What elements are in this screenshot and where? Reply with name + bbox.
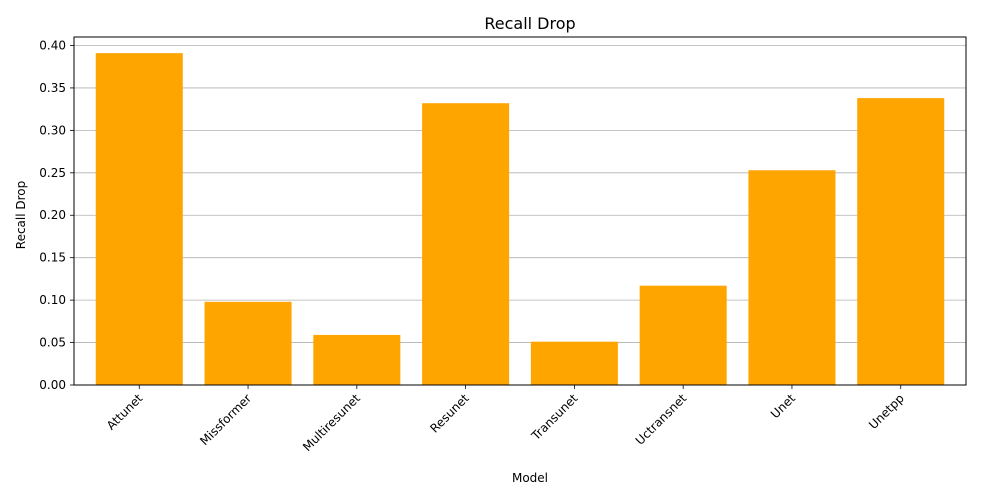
y-tick-label: 0.15 (39, 251, 66, 265)
x-tick-label: Transunet (528, 391, 581, 444)
x-tick-label: Uctransnet (633, 391, 690, 448)
bar-multiresunet (313, 334, 401, 385)
y-axis-ticks: 0.00 0.05 0.10 0.15 0.20 0.25 0.30 0.35 0.40 (39, 38, 74, 392)
x-tick-label: Unetpp (866, 391, 907, 432)
bar-unet (748, 170, 836, 385)
x-tick-label: Unet (768, 391, 798, 421)
bar-uctransnet (639, 285, 727, 385)
plot-frame (73, 36, 967, 386)
chart-title: Recall Drop (484, 14, 575, 33)
x-tick-label: Missformer (197, 391, 254, 448)
y-axis-label: Recall Drop (14, 181, 28, 249)
bar-unetpp (857, 98, 945, 386)
x-tick-label: Resunet (427, 391, 472, 436)
x-axis-label: Model (512, 471, 548, 485)
bar-missformer (204, 301, 292, 385)
y-tick-label: 0.30 (39, 123, 66, 137)
x-tick-label: Attunet (104, 391, 146, 433)
y-tick-label: 0.10 (39, 293, 66, 307)
y-tick-label: 0.20 (39, 208, 66, 222)
bar-transunet (530, 341, 618, 385)
y-tick-label: 0.35 (39, 81, 66, 95)
x-axis-ticks: Attunet Missformer Multiresunet Resunet Tran… (104, 385, 907, 454)
x-tick-label: Multiresunet (300, 391, 363, 454)
y-tick-label: 0.40 (39, 38, 66, 52)
y-tick-label: 0.05 (39, 336, 66, 350)
bar-attunet (95, 53, 183, 385)
y-tick-label: 0.00 (39, 378, 66, 392)
bar-resunet (422, 103, 510, 385)
bars (95, 53, 945, 386)
y-tick-label: 0.25 (39, 166, 66, 180)
